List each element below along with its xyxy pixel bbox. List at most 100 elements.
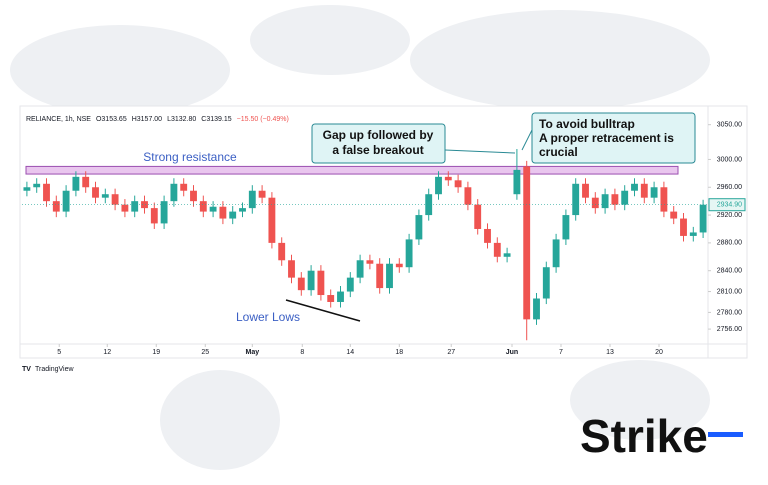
candle-body — [542, 267, 550, 299]
candle-body — [621, 190, 629, 205]
candle-body — [288, 260, 295, 278]
resistance-band — [25, 165, 679, 175]
candle-body — [513, 169, 521, 195]
candle-body — [248, 190, 256, 209]
y-tick-label: 2810.00 — [717, 288, 742, 295]
candle-body — [611, 194, 619, 205]
candle-body — [121, 204, 129, 212]
candle-body — [582, 183, 589, 198]
lower-lows-label: Lower Lows — [236, 310, 300, 324]
candle-body — [376, 263, 384, 289]
candle-body — [660, 187, 668, 212]
x-tick-label: 12 — [103, 349, 111, 356]
resistance-label: Strong resistance — [143, 150, 237, 164]
candle-body — [160, 201, 168, 224]
y-tick-label: 2920.00 — [717, 212, 742, 219]
brand-accent — [708, 432, 743, 437]
candle-body — [552, 239, 560, 268]
callout-text: a false breakout — [332, 143, 423, 157]
candle-body — [239, 208, 246, 212]
candle-body — [219, 206, 227, 219]
candle-body — [337, 291, 344, 302]
candle-body — [33, 183, 41, 188]
candle-body — [111, 194, 119, 205]
candle-body — [72, 176, 80, 191]
candle-body — [464, 187, 472, 205]
candle-body — [425, 194, 433, 216]
candle-body — [82, 176, 90, 188]
x-tick-label: 14 — [346, 349, 354, 356]
candle-body — [444, 176, 452, 181]
candle-body — [229, 211, 237, 219]
candle-body — [395, 263, 403, 268]
candle-body — [435, 176, 442, 195]
candle-body — [572, 183, 580, 216]
candle-body — [180, 183, 188, 191]
y-tick-label: 2780.00 — [717, 309, 742, 316]
candle-body — [150, 208, 158, 224]
last-price-box — [708, 198, 746, 212]
x-tick-label: 7 — [559, 349, 563, 356]
candle-body — [503, 253, 511, 257]
candle-body — [493, 242, 501, 257]
candle-body — [199, 201, 207, 212]
callout-text: To avoid bulltrap — [539, 117, 635, 131]
candle-body — [43, 183, 50, 202]
candle-body — [670, 211, 678, 219]
header-item: −15.50 (−0.49%) — [237, 116, 289, 123]
candle-body — [297, 277, 305, 291]
tv-logo: TV — [22, 366, 31, 373]
header-item: RELIANCE, 1h, NSE — [26, 116, 91, 123]
candle-body — [190, 190, 197, 202]
callout-box — [531, 112, 696, 164]
y-tick-label: 2880.00 — [717, 240, 742, 247]
y-tick-label: 2756.00 — [717, 326, 742, 333]
candle-body — [52, 201, 60, 212]
candle-body — [454, 180, 462, 188]
candle-body — [356, 260, 364, 278]
candle-body — [141, 201, 148, 209]
candle-body — [131, 201, 139, 212]
lower-lows-trendline — [285, 299, 361, 322]
candle-body — [307, 270, 315, 291]
y-tick-label: 2840.00 — [717, 268, 742, 275]
candle-body — [562, 215, 570, 240]
header-item: H3157.00 — [132, 116, 162, 123]
candle-body — [601, 194, 609, 209]
candle-body — [591, 197, 599, 209]
x-tick-label: May — [245, 349, 259, 356]
candle-body — [62, 190, 70, 212]
last-price-label: 2934.90 — [717, 202, 742, 209]
candle-body — [346, 277, 354, 292]
candle-body — [386, 263, 393, 289]
world-map — [10, 5, 710, 470]
header-item: C3139.15 — [201, 116, 231, 123]
x-tick-label: 8 — [300, 349, 304, 356]
candle-body — [631, 183, 638, 191]
candle-body — [484, 228, 491, 243]
callout-box — [311, 123, 446, 164]
candle-body — [640, 183, 648, 198]
candle-body — [680, 218, 687, 236]
candle-body — [699, 204, 707, 233]
candle-body — [533, 298, 540, 320]
callout-text: A proper retracement is — [539, 131, 674, 145]
candle-body — [92, 187, 99, 198]
y-tick-label: 2960.00 — [717, 184, 742, 191]
candle-body — [317, 270, 325, 296]
y-tick-label: 3050.00 — [717, 122, 742, 129]
header-item: O3153.65 — [96, 116, 127, 123]
header: RELIANCE, 1h, NSE O3153.65 H3157.00 L3132.8… — [26, 116, 289, 123]
candle-body — [23, 187, 31, 191]
candle-body — [523, 166, 531, 320]
x-tick-label: 27 — [447, 349, 455, 356]
candle-body — [327, 295, 335, 302]
brand: Strike — [580, 410, 708, 462]
x-tick-label: 5 — [57, 349, 61, 356]
candle-body — [405, 239, 413, 268]
x-tick-label: 19 — [152, 349, 160, 356]
candle-body — [268, 197, 276, 243]
x-tick-label: 20 — [655, 349, 663, 356]
x-tick-label: Jun — [506, 349, 518, 356]
candle-body — [209, 206, 217, 212]
